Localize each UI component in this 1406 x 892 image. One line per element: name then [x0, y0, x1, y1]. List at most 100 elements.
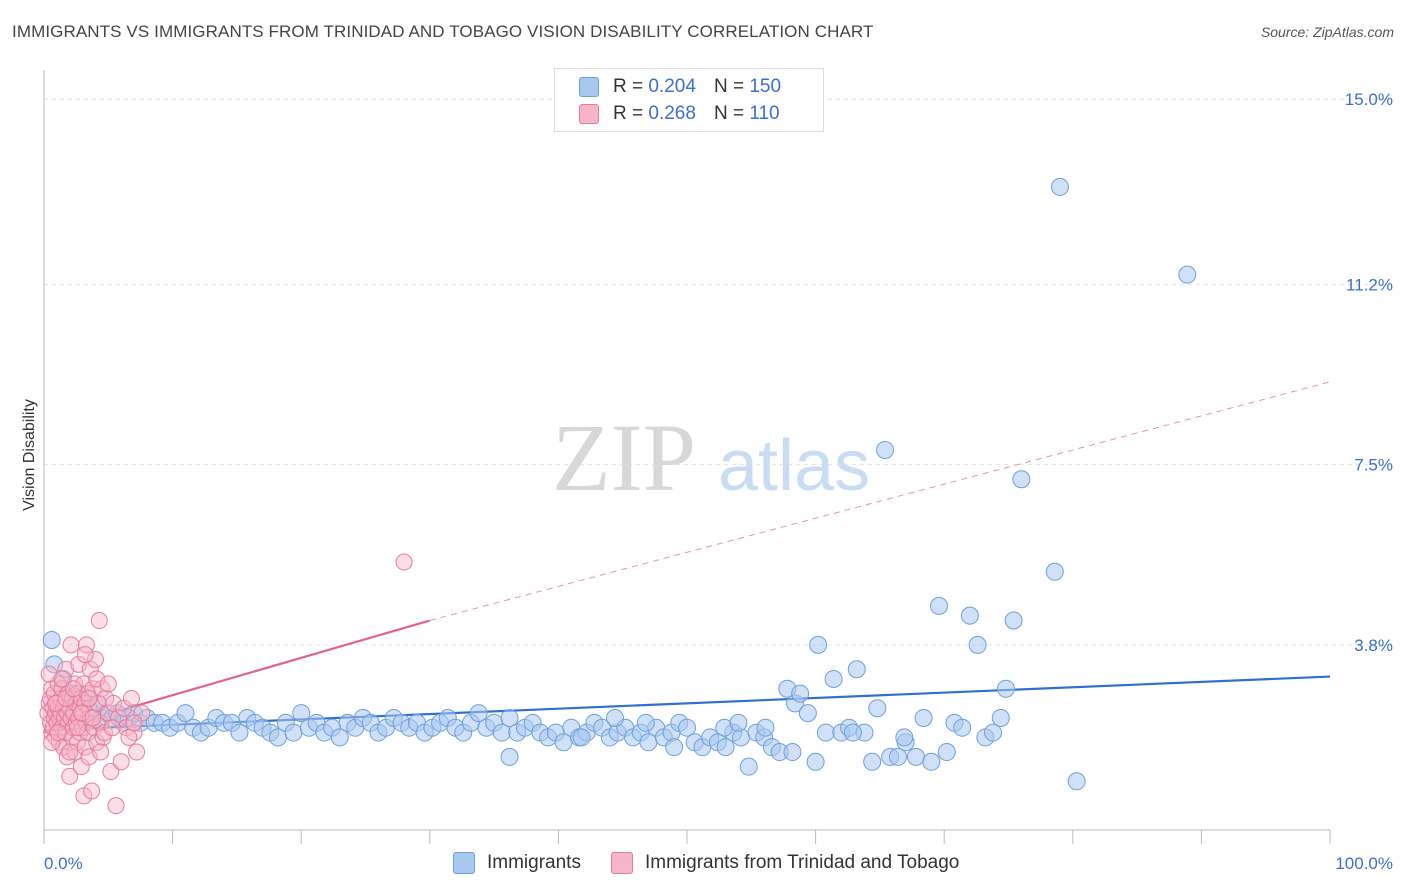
- data-point-immigrants: [45, 655, 64, 674]
- data-point-trinidad: [49, 724, 67, 742]
- data-point-immigrants: [739, 757, 758, 776]
- x-tick-label: 100.0%: [1335, 854, 1393, 873]
- data-point-trinidad: [395, 553, 413, 571]
- data-point-immigrants: [888, 747, 907, 766]
- legend-swatch-trinidad: [610, 852, 633, 874]
- data-point-trinidad: [47, 694, 65, 712]
- data-point-immigrants: [605, 708, 624, 727]
- data-point-immigrants: [984, 723, 1003, 742]
- legend-swatch-blue: [579, 77, 599, 97]
- legend-item-immigrants: Immigrants: [453, 852, 581, 874]
- data-point-trinidad: [57, 660, 75, 678]
- y-tick-label: 3.8%: [1354, 636, 1393, 655]
- data-point-trinidad: [84, 709, 102, 727]
- legend-n-label: N =: [713, 103, 745, 124]
- source-credit: Source: ZipAtlas.com: [1260, 24, 1394, 40]
- data-point-trinidad: [61, 743, 79, 761]
- x-tick-label: 0.0%: [44, 854, 83, 873]
- correlation-legend: R = 0.204 N = 150 R = 0.268 N = 110: [554, 68, 824, 132]
- legend-r-value: 0.204: [648, 76, 696, 97]
- data-point-immigrants: [500, 747, 519, 766]
- data-point-immigrants: [500, 708, 519, 727]
- trend-line-trinidad-extrapolated: [429, 381, 1331, 621]
- watermark-zip: ZIP: [552, 404, 696, 511]
- data-point-immigrants: [284, 723, 303, 742]
- data-point-trinidad: [107, 797, 125, 815]
- data-point-trinidad: [83, 782, 101, 800]
- data-point-immigrants: [1178, 265, 1197, 284]
- data-point-immigrants: [847, 660, 866, 679]
- data-point-immigrants: [716, 738, 735, 757]
- data-point-trinidad: [53, 670, 71, 688]
- data-point-immigrants: [996, 679, 1015, 698]
- legend-item-trinidad: Immigrants from Trinidad and Tobago: [610, 852, 960, 874]
- data-point-immigrants: [876, 441, 895, 459]
- data-point-trinidad: [120, 728, 138, 746]
- y-axis-label: Vision Disability: [21, 399, 38, 511]
- data-point-immigrants: [1045, 562, 1064, 581]
- data-point-immigrants: [798, 704, 817, 723]
- data-point-immigrants: [756, 718, 775, 737]
- data-point-immigrants: [863, 752, 882, 771]
- data-point-immigrants: [991, 708, 1010, 727]
- data-point-trinidad: [68, 719, 86, 737]
- data-point-immigrants: [783, 743, 802, 762]
- legend-label-trinidad: Immigrants from Trinidad and Tobago: [644, 852, 960, 873]
- chart-title: IMMIGRANTS VS IMMIGRANTS FROM TRINIDAD A…: [12, 22, 874, 41]
- legend-n-value: 150: [749, 76, 782, 97]
- legend-r-value: 0.268: [648, 103, 696, 124]
- data-point-immigrants: [1067, 772, 1086, 791]
- data-point-immigrants: [914, 708, 933, 727]
- data-point-trinidad: [99, 675, 117, 693]
- watermark-atlas: atlas: [718, 426, 870, 506]
- data-point-immigrants: [330, 728, 349, 747]
- data-point-immigrants: [678, 718, 696, 737]
- legend-row-immigrants: R = 0.204 N = 150: [579, 75, 781, 99]
- data-point-trinidad: [128, 743, 146, 761]
- grid-lines: [44, 98, 1392, 646]
- y-tick-label: 15.0%: [1345, 90, 1393, 109]
- y-tick-label: 7.5%: [1354, 456, 1393, 475]
- data-point-immigrants: [937, 743, 956, 762]
- legend-swatch-immigrants: [453, 852, 475, 874]
- data-point-immigrants: [1012, 470, 1031, 489]
- data-point-immigrants: [953, 718, 972, 737]
- data-point-trinidad: [76, 646, 94, 664]
- data-point-trinidad: [61, 767, 79, 785]
- legend-n-label: N =: [713, 76, 745, 97]
- data-point-trinidad: [125, 714, 143, 732]
- legend-label-immigrants: Immigrants: [487, 852, 581, 873]
- data-point-immigrants: [816, 723, 835, 742]
- data-point-immigrants: [930, 596, 949, 615]
- data-point-trinidad: [80, 689, 98, 707]
- data-point-immigrants: [42, 631, 61, 649]
- data-point-immigrants: [636, 713, 655, 732]
- data-point-immigrants: [824, 669, 843, 688]
- y-tick-label: 11.2%: [1346, 275, 1393, 294]
- data-point-immigrants: [665, 738, 684, 757]
- data-point-immigrants: [729, 713, 748, 732]
- data-point-immigrants: [572, 728, 591, 747]
- data-point-immigrants: [732, 728, 751, 747]
- immigrants-points: [42, 177, 1197, 791]
- data-point-immigrants: [1050, 177, 1069, 196]
- data-point-immigrants: [469, 704, 488, 723]
- legend-r-label: R =: [613, 103, 644, 124]
- data-point-immigrants: [843, 723, 862, 742]
- data-point-immigrants: [292, 704, 311, 723]
- data-point-trinidad: [92, 743, 110, 761]
- data-point-immigrants: [806, 752, 825, 771]
- data-point-trinidad: [43, 733, 61, 751]
- data-point-immigrants: [922, 752, 941, 771]
- legend-swatch-pink: [579, 104, 599, 124]
- data-point-immigrants: [906, 747, 925, 766]
- data-point-trinidad: [65, 680, 83, 698]
- data-point-immigrants: [868, 699, 887, 718]
- data-point-immigrants: [895, 728, 914, 747]
- data-point-immigrants: [968, 635, 987, 654]
- legend-r-label: R =: [613, 76, 644, 97]
- data-point-immigrants: [1004, 611, 1023, 630]
- y-tick-labels: 3.8% 7.5% 11.2% 15.0%: [1345, 90, 1393, 655]
- x-tick-labels: 0.0% 100.0%: [44, 854, 1393, 873]
- series-legend: Immigrants Immigrants from Trinidad and …: [453, 852, 989, 874]
